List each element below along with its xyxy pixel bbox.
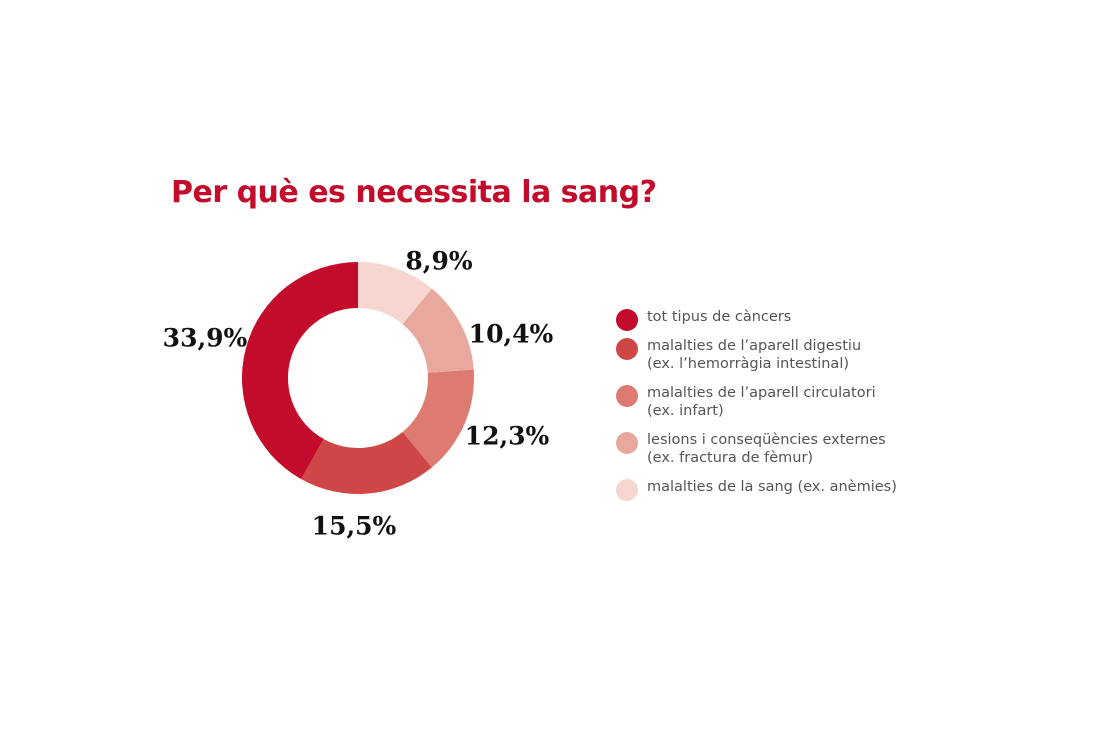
legend-label-example: (ex. fractura de fèmur): [647, 450, 814, 466]
slice-blood-diseases: [358, 262, 432, 325]
legend-label: malalties de la sang (ex. anèmies): [647, 479, 897, 495]
legend-label-example: (ex. infart): [647, 403, 724, 419]
legend-swatch-injuries: [616, 432, 638, 454]
legend-swatch-circulatory: [616, 385, 638, 407]
chart-legend: tot tipus de càncers malalties de l’apar…: [616, 308, 897, 507]
data-label-digestive: 15,5%: [312, 512, 397, 541]
legend-item-digestive: malalties de l’aparell digestiu (ex. l’h…: [616, 337, 897, 373]
legend-label-example: (ex. l’hemorràgia intestinal): [647, 356, 850, 372]
legend-swatch-cancers: [616, 309, 638, 331]
legend-label: tot tipus de càncers: [647, 309, 792, 325]
legend-label: malalties de l’aparell digestiu: [647, 338, 862, 354]
slice-circulatory: [402, 369, 474, 468]
legend-label: lesions i conseqüències externes: [647, 432, 886, 448]
legend-item-injuries: lesions i conseqüències externes (ex. fr…: [616, 431, 897, 467]
legend-item-circulatory: malalties de l’aparell circulatori (ex. …: [616, 384, 897, 420]
slice-cancers: [242, 262, 358, 480]
slice-digestive: [301, 431, 432, 495]
chart-title: Per què es necessita la sang?: [171, 175, 657, 210]
data-label-blood-diseases: 8,9%: [405, 247, 472, 276]
data-label-circulatory: 12,3%: [465, 422, 550, 451]
data-label-cancers: 33,9%: [163, 324, 248, 353]
legend-swatch-digestive: [616, 338, 638, 360]
legend-item-cancers: tot tipus de càncers: [616, 308, 897, 331]
data-label-injuries: 10,4%: [469, 320, 554, 349]
legend-swatch-blood-diseases: [616, 479, 638, 501]
legend-label: malalties de l’aparell circulatori: [647, 385, 876, 401]
slice-injuries: [402, 288, 474, 373]
legend-item-blood-diseases: malalties de la sang (ex. anèmies): [616, 478, 897, 501]
